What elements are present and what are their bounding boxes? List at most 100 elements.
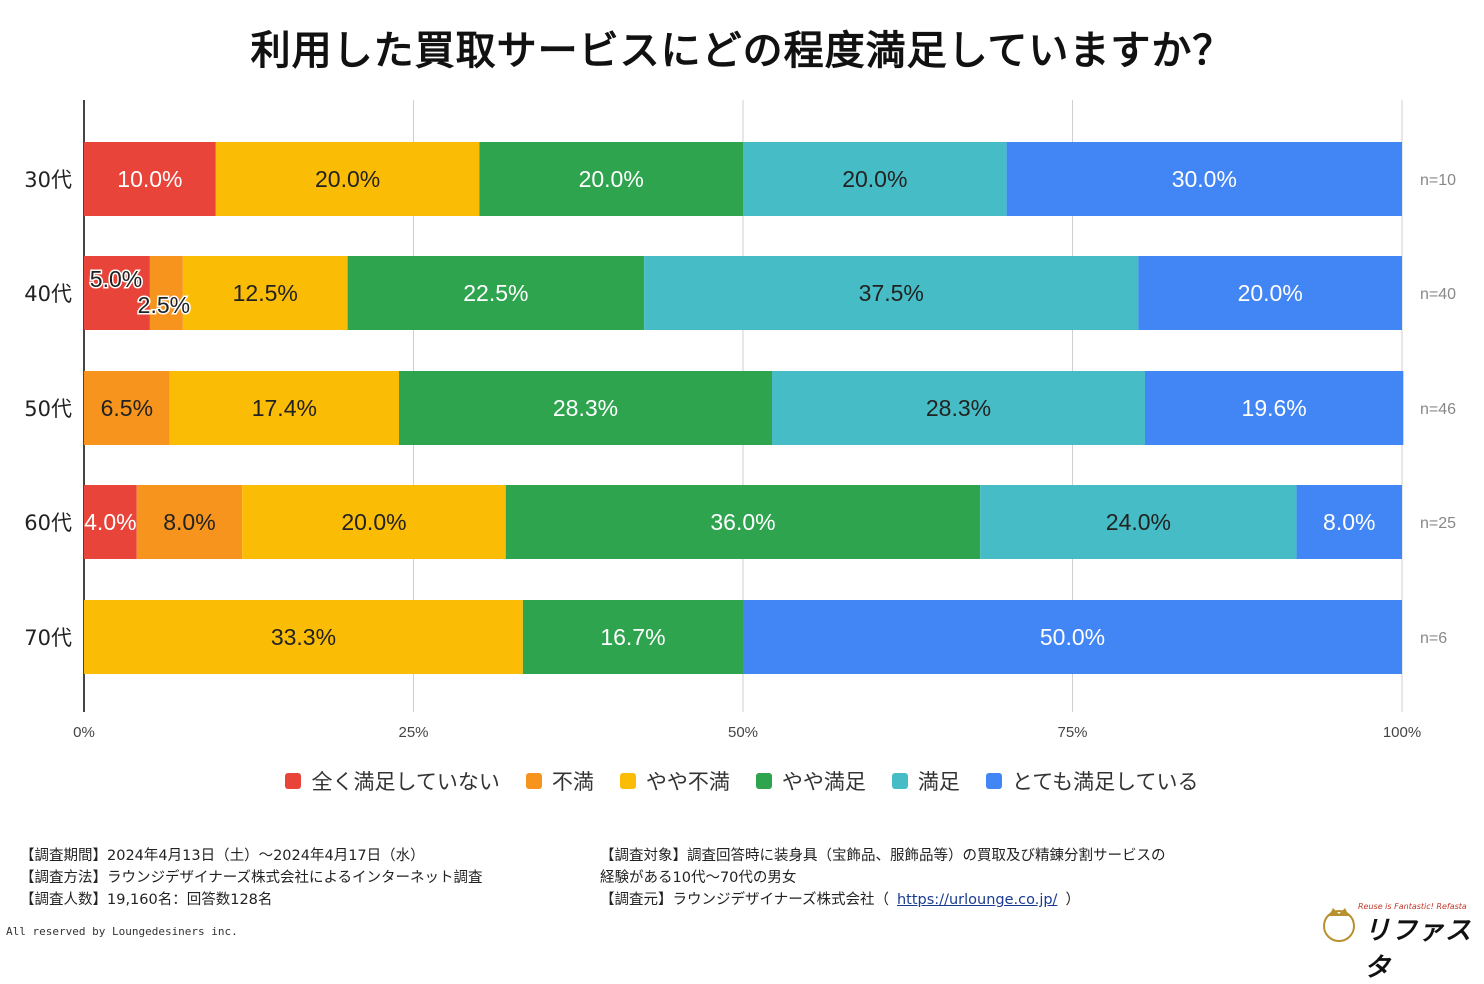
x-tick-label: 0% <box>73 724 95 741</box>
data-label: 4.0% <box>84 509 136 535</box>
bar-segment <box>84 485 137 559</box>
bar-segment <box>84 142 216 216</box>
crown-emblem-icon <box>1323 908 1355 942</box>
logo-tagline: Reuse is Fantastic! Refasta <box>1358 902 1467 911</box>
bar-segment <box>644 256 1139 330</box>
legend-item: 満足 <box>891 766 960 796</box>
data-label: 12.5% <box>233 280 298 306</box>
x-tick-label: 75% <box>1057 724 1087 741</box>
logo-name: リファスタ <box>1364 916 1473 983</box>
bar-segment <box>215 142 480 216</box>
survey-source-link[interactable]: https://urlounge.co.jp/ <box>896 892 1058 908</box>
category-label: 70代 <box>24 626 72 650</box>
bar-segment <box>84 371 170 445</box>
bar-segment <box>980 485 1297 559</box>
copyright-footer: All reserved by Loungedesiners inc. <box>6 925 238 938</box>
data-label: 20.0% <box>1238 280 1303 306</box>
survey-notes-right: 【調査対象】調査回答時に装身具（宝飾品、服飾品等）の買取及び精錬分割サービスの … <box>600 845 1280 911</box>
data-label: 22.5% <box>463 280 528 306</box>
survey-source: 【調査元】ラウンジデザイナーズ株式会社（ https://urlounge.co.… <box>600 889 1280 911</box>
legend-item: 不満 <box>525 766 594 796</box>
legend-swatch <box>891 773 908 789</box>
legend-swatch <box>619 773 636 789</box>
data-label: 36.0% <box>710 509 775 535</box>
bar-segment <box>1144 371 1404 445</box>
chart-legend: 全く満足していない 不満 やや不満 やや満足 満足 とても満足している <box>0 766 1484 796</box>
legend-label: とても満足している <box>1011 770 1199 794</box>
legend-swatch <box>985 773 1002 789</box>
chart-title: 利用した買取サービスにどの程度満足していますか？ <box>250 28 1234 74</box>
bar-segment <box>743 142 1007 216</box>
category-label: 30代 <box>24 168 72 192</box>
legend-label: 全く満足していない <box>311 770 500 794</box>
legend-label: 満足 <box>917 770 960 794</box>
bar-segment <box>84 256 150 330</box>
data-label: 10.0% <box>117 166 182 192</box>
sample-size-label: n=6 <box>1420 630 1447 647</box>
legend-swatch <box>525 773 542 789</box>
survey-source-suffix: ） <box>1065 892 1080 908</box>
data-label: 24.0% <box>1106 509 1171 535</box>
category-label: 50代 <box>24 397 72 421</box>
category-label: 60代 <box>24 511 72 535</box>
category-label: 40代 <box>24 282 72 306</box>
legend-swatch <box>285 773 302 789</box>
bar-segment <box>1296 485 1402 559</box>
legend-label: やや満足 <box>781 770 866 794</box>
sample-size-label: n=25 <box>1420 515 1456 532</box>
bar-segment <box>399 371 772 445</box>
sample-size-label: n=46 <box>1420 401 1456 418</box>
data-label: 37.5% <box>859 280 924 306</box>
refasta-logo: Reuse is Fantastic! Refasta リファスタ <box>1322 902 1472 983</box>
data-label: 33.3% <box>271 624 336 650</box>
survey-target-line1: 【調査対象】調査回答時に装身具（宝飾品、服飾品等）の買取及び精錬分割サービスの <box>600 848 1166 864</box>
bar-segment <box>479 142 743 216</box>
data-label: 8.0% <box>163 509 215 535</box>
data-label: 16.7% <box>600 624 665 650</box>
legend-swatch <box>755 773 772 789</box>
bar-segment <box>743 600 1402 674</box>
x-tick-label: 25% <box>398 724 428 741</box>
sample-size-label: n=10 <box>1420 172 1456 189</box>
x-tick-label: 100% <box>1383 724 1421 741</box>
survey-notes-left: 【調査期間】2024年4月13日（土）～2024年4月17日（水） 【調査方法】… <box>20 845 580 911</box>
bar-segment <box>505 485 981 559</box>
bar-segment <box>84 600 523 674</box>
bar-segment <box>182 256 348 330</box>
legend-item: とても満足している <box>985 766 1199 796</box>
data-label: 28.3% <box>553 395 618 421</box>
data-label: 30.0% <box>1172 166 1237 192</box>
data-label: 8.0% <box>1323 509 1375 535</box>
bar-segment <box>1006 142 1402 216</box>
data-label: 20.0% <box>842 166 907 192</box>
legend-item: やや不満 <box>619 766 730 796</box>
sample-size-label: n=40 <box>1420 286 1456 303</box>
legend-label: やや不満 <box>645 770 730 794</box>
bar-segment <box>347 256 645 330</box>
data-label: 28.3% <box>926 395 991 421</box>
survey-source-prefix: 【調査元】ラウンジデザイナーズ株式会社（ <box>600 892 889 908</box>
data-label: 19.6% <box>1242 395 1307 421</box>
bar-segment <box>242 485 506 559</box>
bar-segment <box>149 256 183 330</box>
bar-segment <box>771 371 1145 445</box>
bar-segment <box>169 371 400 445</box>
data-label: 2.5% <box>138 292 190 318</box>
stacked-bar-chart: 0% 25% 50% 75% 100% 30代 10.0% 20.0% 20.0% 20.0% 30… <box>24 100 1456 741</box>
data-label: 6.5% <box>101 395 153 421</box>
survey-period: 【調査期間】2024年4月13日（土）～2024年4月17日（水） <box>20 848 425 864</box>
survey-target-line2: 経験がある10代～70代の男女 <box>600 870 797 886</box>
legend-item: 全く満足していない <box>285 766 500 796</box>
survey-count: 【調査人数】19,160名：回答数128名 <box>20 892 273 908</box>
data-label: 20.0% <box>315 166 380 192</box>
survey-method: 【調査方法】ラウンジデザイナーズ株式会社によるインターネット調査 <box>20 870 483 886</box>
data-label: 20.0% <box>579 166 644 192</box>
x-tick-label: 50% <box>728 724 758 741</box>
bar-segment <box>522 600 743 674</box>
data-label: 5.0% <box>90 266 142 292</box>
bar-segment <box>1138 256 1402 330</box>
data-label: 17.4% <box>252 395 317 421</box>
legend-item: やや満足 <box>755 766 866 796</box>
legend-label: 不満 <box>551 770 594 794</box>
data-label: 50.0% <box>1040 624 1105 650</box>
